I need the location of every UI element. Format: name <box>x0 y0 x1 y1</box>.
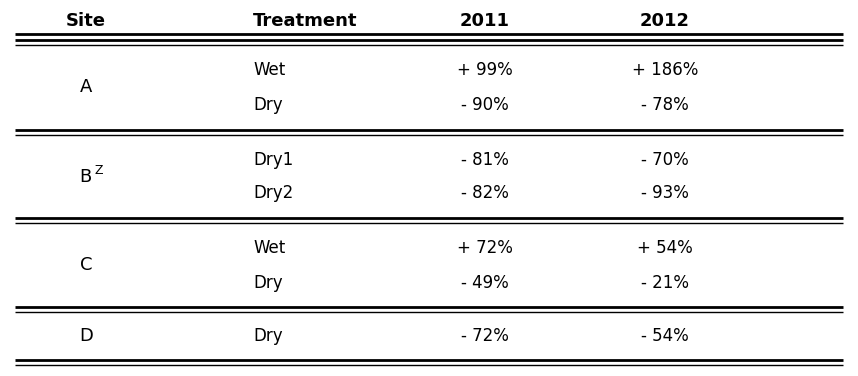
Text: 2012: 2012 <box>640 12 690 30</box>
Text: A: A <box>80 79 92 97</box>
Text: Dry: Dry <box>253 96 283 114</box>
Text: - 78%: - 78% <box>641 96 689 114</box>
Text: Z: Z <box>94 164 103 177</box>
Text: + 99%: + 99% <box>457 61 512 79</box>
Text: - 82%: - 82% <box>461 185 509 202</box>
Text: Dry1: Dry1 <box>253 150 293 168</box>
Text: - 54%: - 54% <box>641 327 689 345</box>
Text: - 93%: - 93% <box>641 185 689 202</box>
Text: 2011: 2011 <box>460 12 510 30</box>
Text: Wet: Wet <box>253 239 286 257</box>
Text: C: C <box>80 256 92 274</box>
Text: - 70%: - 70% <box>641 150 689 168</box>
Text: Wet: Wet <box>253 61 286 79</box>
Text: - 49%: - 49% <box>461 274 509 292</box>
Text: + 186%: + 186% <box>631 61 698 79</box>
Text: Dry2: Dry2 <box>253 185 293 202</box>
Text: - 21%: - 21% <box>641 274 689 292</box>
Text: - 72%: - 72% <box>461 327 509 345</box>
Text: Treatment: Treatment <box>253 12 358 30</box>
Text: Dry: Dry <box>253 274 283 292</box>
Text: + 72%: + 72% <box>456 239 513 257</box>
Text: B: B <box>80 167 92 185</box>
Text: - 81%: - 81% <box>461 150 509 168</box>
Text: Dry: Dry <box>253 327 283 345</box>
Text: - 90%: - 90% <box>461 96 509 114</box>
Text: + 54%: + 54% <box>637 239 692 257</box>
Text: Site: Site <box>66 12 106 30</box>
Text: D: D <box>79 327 93 345</box>
